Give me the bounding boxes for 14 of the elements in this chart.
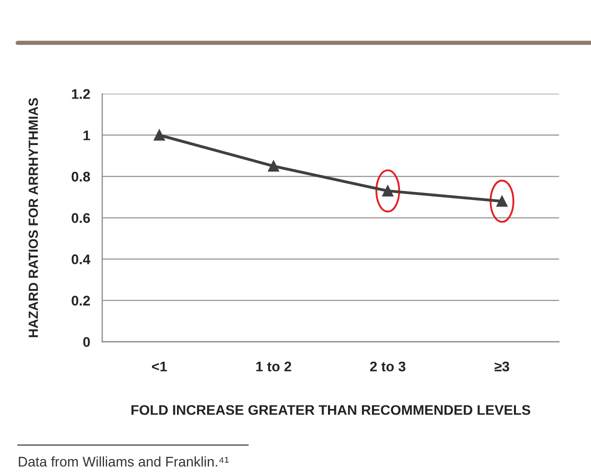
- y-tick-label: 0: [83, 337, 90, 347]
- y-axis-title: HAZARD RATIOS FOR ARRHYTHMIAS: [28, 98, 38, 338]
- x-tick-label: 2 to 3: [370, 362, 406, 372]
- y-tick-label: 1.2: [72, 89, 90, 99]
- x-tick-label: <1: [152, 362, 167, 372]
- y-tick-label: 0.4: [72, 254, 90, 264]
- y-tick-label: 0.8: [72, 172, 90, 182]
- text: Data from Williams and Franklin.⁴¹: [18, 456, 229, 467]
- x-axis-title: FOLD INCREASE GREATER THAN RECOMMENDED LEVELS: [131, 405, 530, 415]
- x-tick-label: 1 to 2: [256, 362, 292, 372]
- y-tick-label: 1: [84, 130, 90, 140]
- y-tick-label: 0.2: [72, 296, 90, 306]
- x-tick-label: ≥3: [494, 362, 510, 372]
- y-tick-label: 0.6: [72, 213, 90, 223]
